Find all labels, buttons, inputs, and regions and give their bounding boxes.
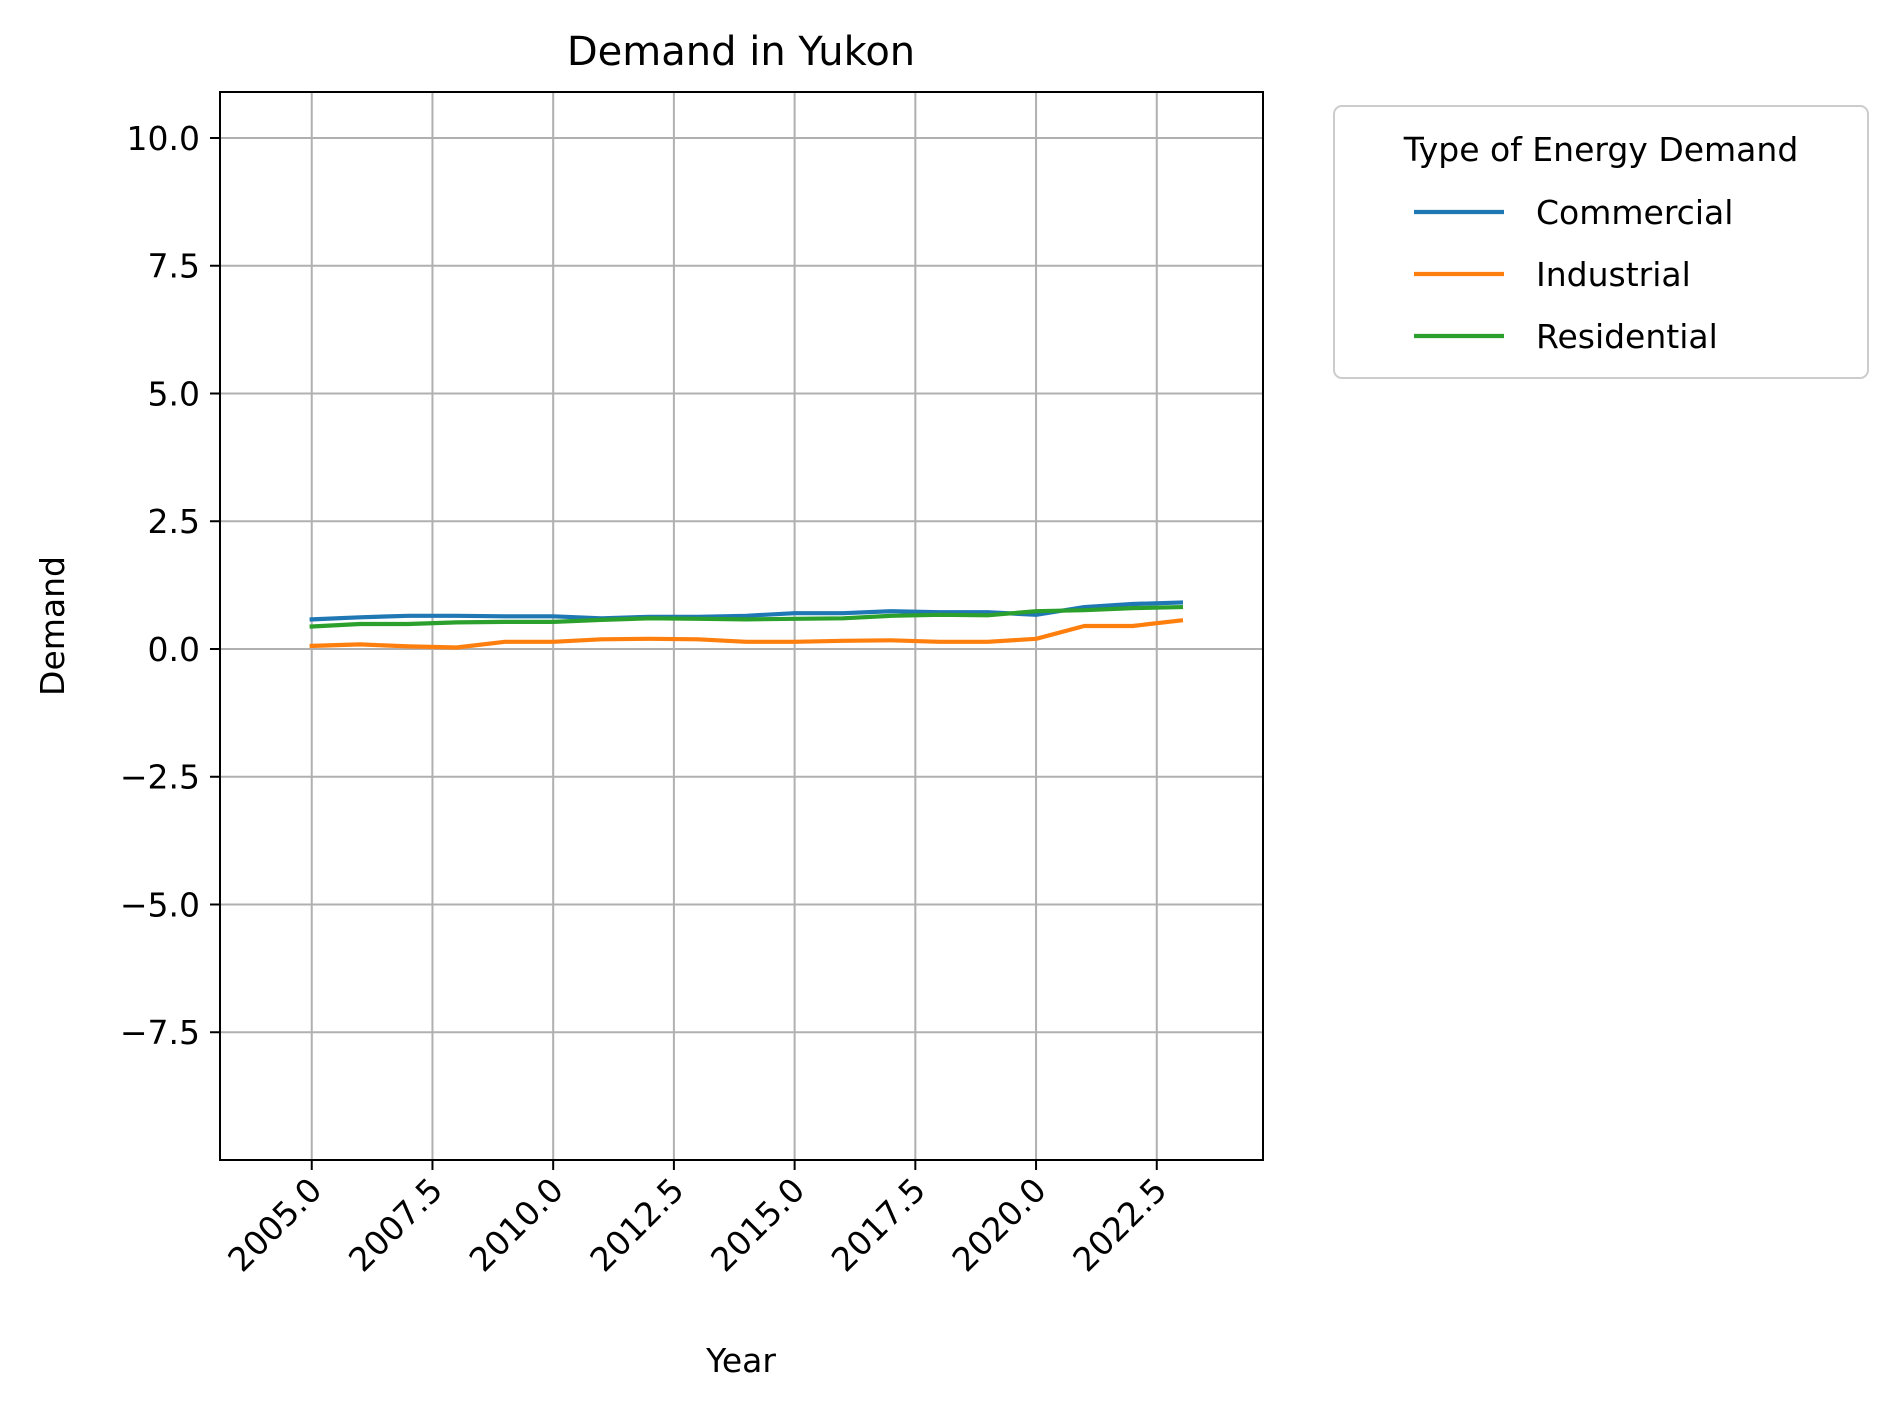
x-tick-label: 2012.5 — [582, 1170, 691, 1279]
plot-frame — [219, 91, 1264, 1161]
y-tick-label: 2.5 — [148, 502, 200, 541]
x-tick-label: 2007.5 — [341, 1170, 450, 1279]
y-tick-label: −7.5 — [120, 1013, 200, 1052]
chart-title: Demand in Yukon — [567, 29, 915, 75]
legend-label-residential: Residential — [1536, 317, 1718, 356]
grid — [220, 92, 1263, 1160]
y-tick-label: −2.5 — [120, 758, 200, 797]
series-line-residential — [309, 604, 1184, 629]
legend-title: Type of Energy Demand — [1403, 130, 1799, 169]
series-line-commercial — [309, 600, 1184, 622]
legend: Type of Energy Demand Commercial Industri… — [1333, 105, 1869, 379]
y-axis-label: Demand — [33, 556, 72, 696]
y-tick-label: 7.5 — [148, 247, 200, 286]
x-tick-label: 2017.5 — [824, 1170, 933, 1279]
series-lines — [309, 600, 1184, 650]
legend-box — [1333, 105, 1869, 379]
y-tick-label: 10.0 — [127, 119, 200, 158]
y-tick-label: 0.0 — [148, 630, 200, 669]
axis-ticks: 2005.0 2007.5 2010.0 2012.5 2015.0 2017.5 2020… — [120, 119, 1175, 1279]
x-tick-label: 2015.0 — [703, 1170, 812, 1279]
x-tick-label: 2005.0 — [220, 1170, 329, 1279]
x-tick-label: 2022.5 — [1065, 1170, 1174, 1279]
series-line-industrial — [309, 618, 1184, 650]
legend-label-industrial: Industrial — [1536, 255, 1691, 294]
x-axis-label: Year — [705, 1341, 776, 1380]
x-tick-label: 2020.0 — [944, 1170, 1053, 1279]
legend-label-commercial: Commercial — [1536, 193, 1733, 232]
y-tick-label: 5.0 — [148, 374, 200, 413]
x-tick-label: 2010.0 — [462, 1170, 571, 1279]
y-tick-label: −5.0 — [120, 885, 200, 924]
